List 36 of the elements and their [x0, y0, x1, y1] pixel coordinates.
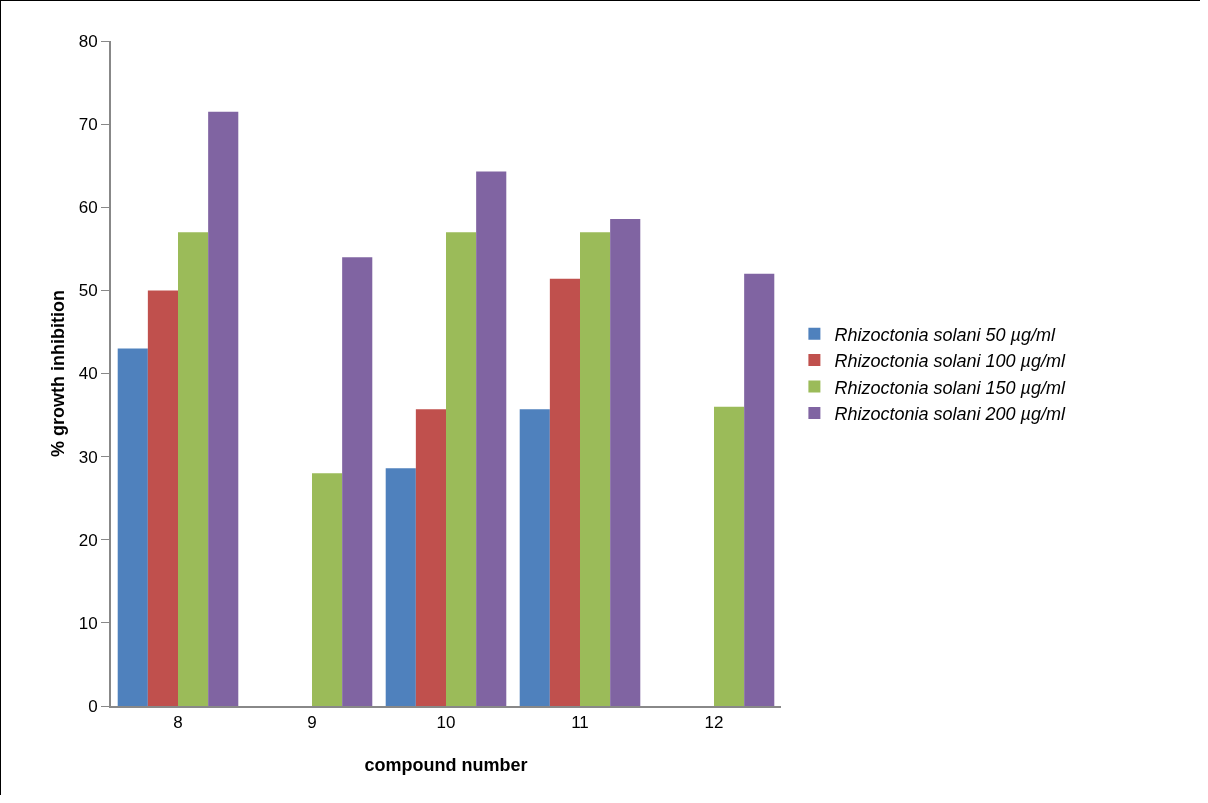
x-axis-title: compound number: [364, 755, 528, 775]
bar: [342, 257, 373, 706]
bar: [312, 473, 343, 706]
x-tick-label: 10: [436, 713, 456, 733]
y-tick-label: 70: [78, 115, 98, 135]
bar: [580, 232, 611, 706]
x-tick-label: 11: [571, 713, 589, 733]
y-tick-label: 10: [78, 613, 98, 633]
bar: [744, 273, 775, 706]
y-tick-label: 80: [78, 31, 98, 51]
bar: [519, 409, 550, 706]
bar: [415, 409, 446, 706]
bar: [610, 218, 641, 706]
y-axis-title: % growth inhibition: [48, 290, 68, 457]
legend-label: Rhizoctonia solani 200 µg/ml: [834, 403, 1066, 424]
x-tick-label: 9: [307, 713, 317, 733]
bar: [714, 406, 745, 706]
bar: [178, 232, 209, 706]
y-tick-label: 40: [78, 364, 98, 384]
bar: [446, 232, 477, 706]
bar: [208, 111, 239, 706]
bar: [385, 468, 416, 706]
legend-label: Rhizoctonia solani 150 µg/ml: [834, 377, 1066, 398]
bar: [147, 290, 178, 706]
legend-label: Rhizoctonia solani 50 µg/ml: [834, 324, 1056, 345]
y-tick-label: 30: [78, 447, 98, 467]
bar: [476, 171, 507, 706]
x-tick-label: 12: [704, 713, 724, 733]
y-tick-label: 0: [88, 696, 98, 716]
bar: [117, 348, 148, 706]
y-tick-label: 50: [78, 281, 98, 301]
legend-label: Rhizoctonia solani 100 µg/ml: [834, 351, 1066, 372]
y-tick-label: 60: [78, 198, 98, 218]
bar: [549, 278, 580, 706]
y-tick-label: 20: [78, 530, 98, 550]
x-tick-label: 8: [173, 713, 183, 733]
